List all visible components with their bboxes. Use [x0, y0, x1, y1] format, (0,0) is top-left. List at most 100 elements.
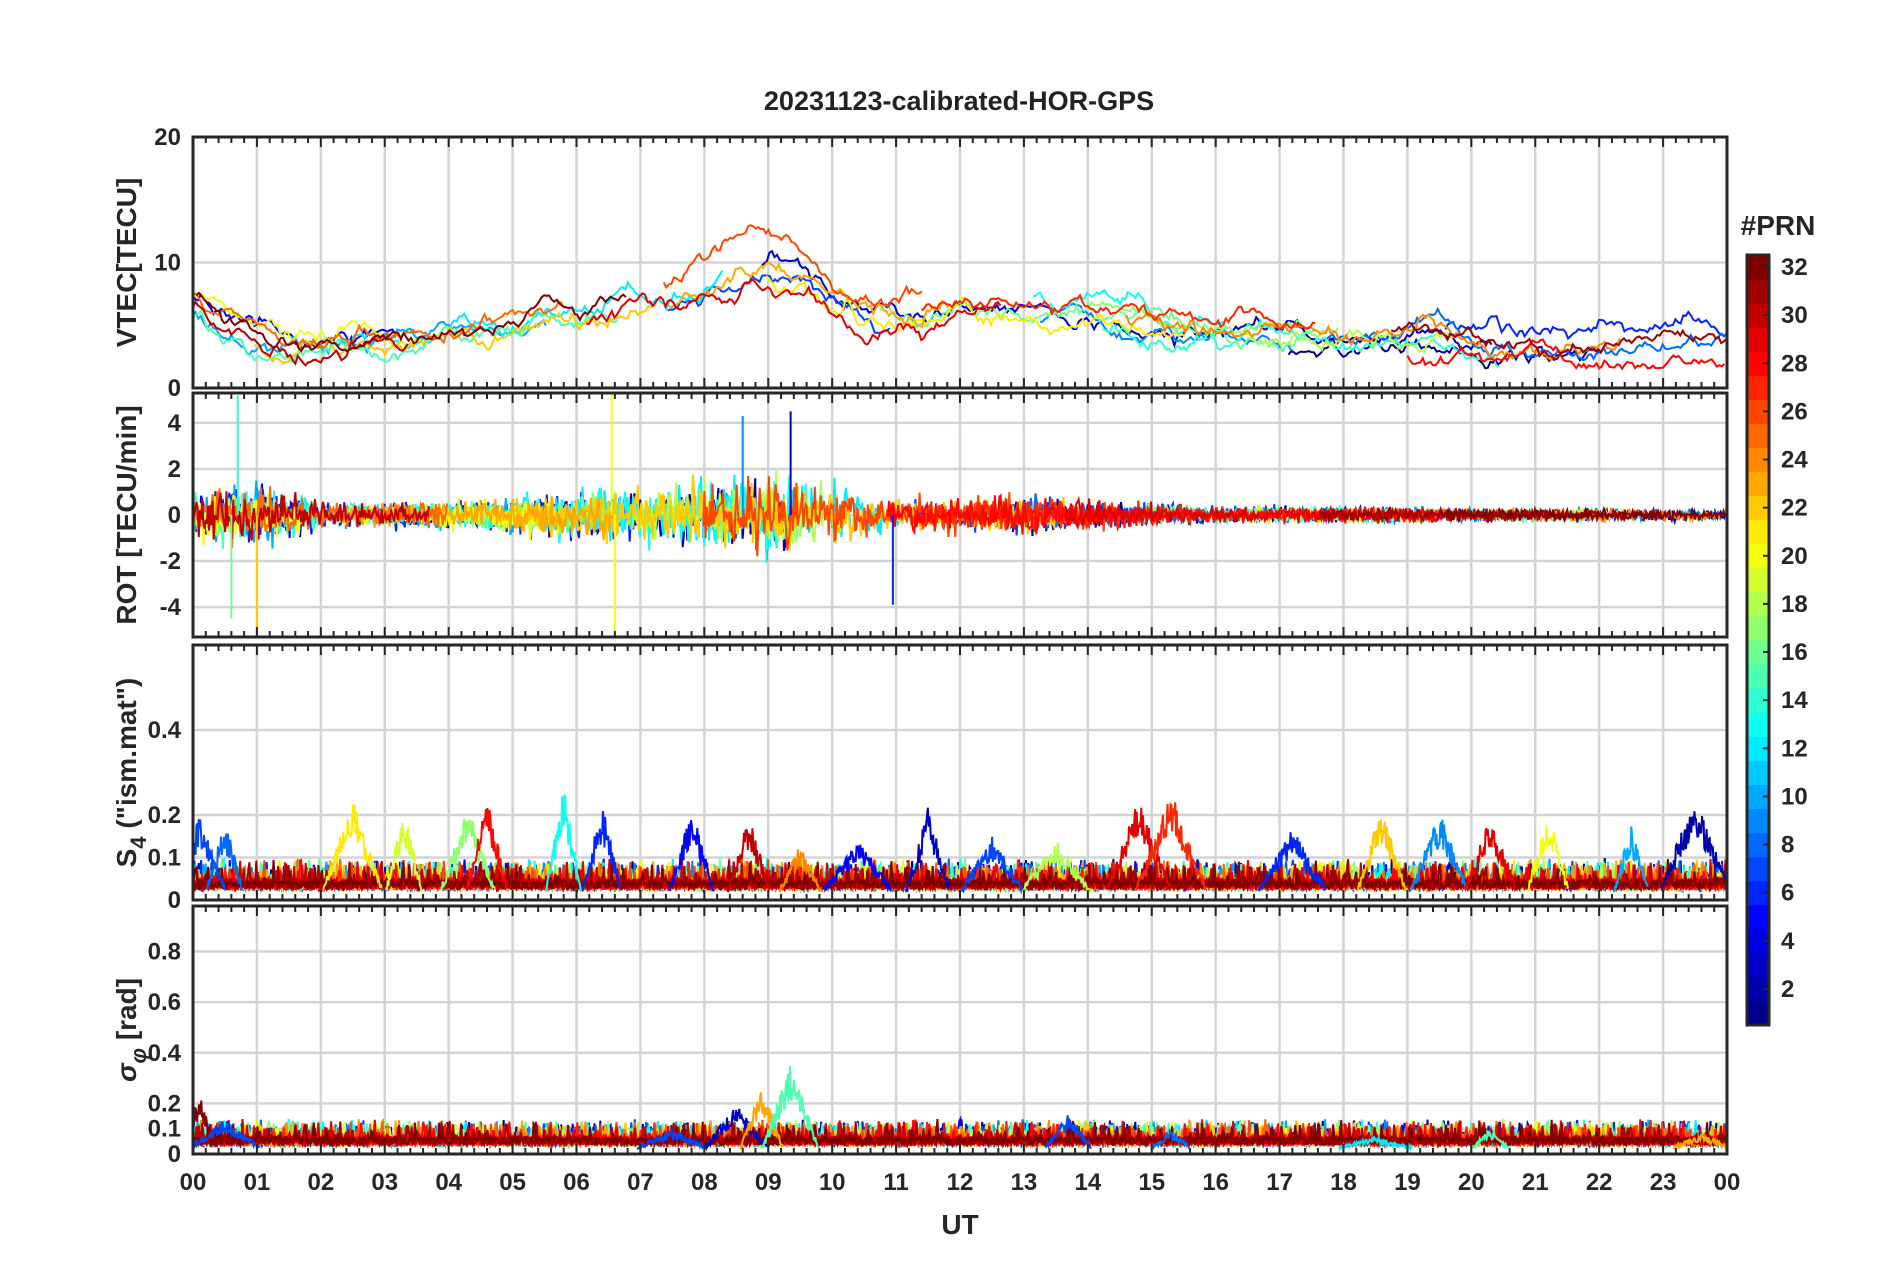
colorbar-segment: [1747, 688, 1769, 713]
y-tick-label: 0: [168, 502, 181, 529]
axis-box: [191, 904, 1729, 1156]
peak-burst: [1021, 843, 1091, 895]
series-line-prn-32: [193, 1119, 1727, 1150]
colorbar-segment: [1747, 303, 1769, 328]
x-tick-label: 17: [1266, 1169, 1293, 1196]
colorbar-tick-label: 4: [1781, 928, 1795, 955]
colorbar-segment: [1747, 784, 1769, 810]
figure-title: 20231123-calibrated-HOR-GPS: [764, 86, 1154, 116]
colorbar-box: [1745, 253, 1771, 1027]
x-tick-label: 11: [883, 1169, 908, 1196]
colorbar-tick-label: 30: [1781, 302, 1808, 329]
y-tick-label: 0.2: [148, 802, 181, 829]
colorbar-segment: [1747, 327, 1769, 352]
colorbar-segment: [1747, 279, 1769, 304]
x-tick-label: 00: [180, 1169, 207, 1196]
series-line-prn-27: [920, 293, 1316, 331]
x-tick-label: 00: [1714, 1169, 1741, 1196]
peak-burst: [385, 822, 423, 891]
x-tick-label: 08: [691, 1169, 718, 1196]
colorbar-segment: [1747, 664, 1769, 689]
x-tick-label: 15: [1138, 1169, 1165, 1196]
series-group: [193, 393, 1727, 637]
x-tick-label: 04: [435, 1169, 462, 1196]
series-line-prn-21: [765, 275, 1186, 339]
x-tick-label: 14: [1074, 1169, 1101, 1196]
grid: [193, 906, 1727, 1156]
peak-burst: [1258, 832, 1326, 892]
y-tick-label: 0.8: [148, 939, 181, 966]
series-line-prn-15: [193, 306, 619, 363]
colorbar-tick-label: 22: [1781, 495, 1808, 522]
colorbar-segment: [1747, 640, 1769, 665]
x-tick-label: 19: [1394, 1169, 1421, 1196]
peak-burst: [322, 804, 383, 891]
peak-burst: [1410, 819, 1469, 890]
peak-burst: [193, 1120, 261, 1150]
peak-burst: [823, 844, 892, 892]
colorbar-tick-label: 18: [1781, 591, 1808, 618]
y-tick-label: 0: [168, 375, 181, 402]
x-tick-label: 16: [1202, 1169, 1229, 1196]
series-line-prn-6: [1444, 310, 1727, 341]
series-line-prn-32: [1439, 506, 1727, 524]
colorbar-segment: [1747, 495, 1769, 521]
peak-burst: [1471, 1128, 1510, 1150]
colorbar-segment: [1747, 880, 1769, 906]
colorbar-segment: [1747, 736, 1769, 761]
colorbar-segment: [1747, 1000, 1769, 1026]
colorbar-segment: [1747, 928, 1769, 954]
series-line-prn-28: [1406, 338, 1726, 371]
y-tick-label: 0.1: [148, 1116, 181, 1143]
colorbar-segment: [1747, 567, 1769, 593]
x-tick-label: 20: [1458, 1169, 1485, 1196]
colorbar-tick-label: 26: [1781, 398, 1808, 425]
colorbar-segment: [1747, 856, 1769, 882]
peak-burst: [905, 807, 951, 893]
peak-burst: [726, 828, 771, 893]
colorbar-tick-label: 28: [1781, 350, 1808, 377]
peak-burst: [1106, 807, 1172, 891]
series-line-prn-31: [1390, 321, 1727, 361]
peak-burst: [1464, 827, 1517, 892]
y-tick-label: 0.2: [148, 1090, 181, 1117]
y-tick-label: 0: [168, 1141, 181, 1168]
y-tick-label: 0: [168, 887, 181, 914]
y-tick-label: 4: [168, 410, 182, 437]
axis-box: [191, 643, 1729, 902]
colorbar-segment: [1747, 399, 1769, 425]
x-tick-label: 07: [627, 1169, 654, 1196]
series-line-prn-18: [1241, 328, 1458, 354]
colorbar-segment: [1747, 615, 1769, 641]
peak-burst: [1672, 1133, 1727, 1150]
colorbar-tick-label: 20: [1781, 543, 1808, 570]
colorbar-tick-label: 14: [1781, 687, 1808, 714]
y-tick-label: 0.4: [148, 1040, 182, 1067]
colorbar-segment: [1747, 519, 1769, 545]
colorbar-segment: [1747, 904, 1769, 930]
x-tick-label: 23: [1650, 1169, 1677, 1196]
x-tick-label: 13: [1011, 1169, 1038, 1196]
peak-burst: [1338, 1134, 1413, 1152]
peak-burst: [668, 820, 715, 892]
grid: [193, 645, 1727, 902]
x-tick-label: 10: [819, 1169, 846, 1196]
colorbar-segment: [1747, 543, 1769, 569]
colorbar-segment: [1747, 712, 1769, 737]
y-tick-label: 0.1: [148, 845, 181, 872]
colorbar-segment: [1747, 375, 1769, 400]
x-tick-label: 06: [563, 1169, 590, 1196]
y-tick-label: -4: [160, 594, 182, 621]
x-tick-label: 21: [1522, 1169, 1549, 1196]
colorbar-segment: [1747, 255, 1769, 280]
colorbar-tick-label: 16: [1781, 639, 1808, 666]
x-tick-label: 02: [307, 1169, 334, 1196]
colorbar-segment: [1747, 808, 1769, 834]
colorbar-segment: [1747, 423, 1769, 449]
series-line-prn-2: [1109, 315, 1493, 358]
colorbar-segment: [1747, 832, 1769, 858]
peak-burst: [440, 818, 496, 890]
x-tick-label: 09: [755, 1169, 782, 1196]
